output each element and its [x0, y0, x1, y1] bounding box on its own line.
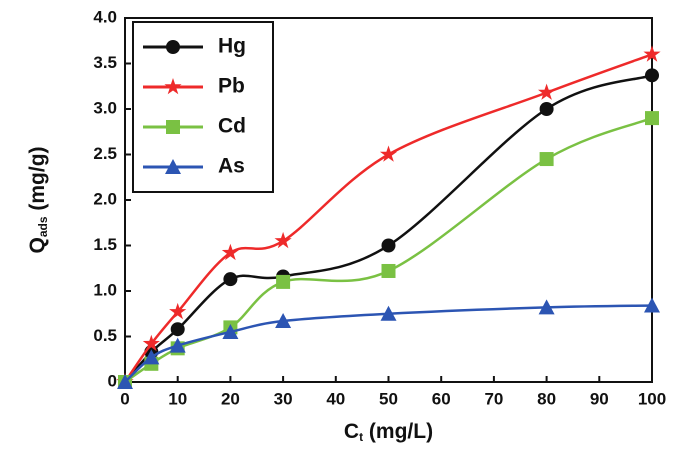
y-tick-label: 2.5 — [93, 144, 117, 163]
x-tick-label: 70 — [484, 389, 503, 408]
legend-label: Hg — [218, 35, 246, 58]
marker — [275, 313, 292, 329]
marker — [170, 322, 185, 337]
marker — [381, 238, 396, 253]
marker — [539, 102, 554, 116]
x-tick-label: 40 — [326, 389, 345, 408]
x-tick-label: 20 — [221, 389, 240, 408]
x-tick-label: 30 — [274, 389, 293, 408]
y-tick-label: 1.0 — [93, 280, 117, 299]
marker — [169, 337, 186, 353]
marker — [538, 83, 556, 100]
legend-label: As — [218, 155, 245, 178]
marker — [645, 111, 659, 126]
x-axis-label: Ct (mg/L) — [344, 420, 433, 445]
marker — [644, 297, 660, 313]
y-tick-label: 0.5 — [93, 326, 117, 345]
x-tick-label: 60 — [432, 389, 451, 408]
y-axis-label-part: (mg/g) — [26, 146, 49, 216]
x-axis-label-part: t — [359, 430, 363, 444]
legend-box — [132, 21, 274, 193]
marker — [221, 243, 239, 261]
marker — [643, 45, 661, 62]
legend-marker — [166, 40, 180, 54]
y-axis-label: Qads (mg/g) — [26, 146, 51, 253]
marker — [276, 274, 291, 289]
y-tick-label: 2.0 — [93, 189, 117, 208]
marker — [538, 299, 555, 315]
y-tick-label: 3.0 — [93, 98, 117, 117]
marker — [142, 334, 160, 352]
x-axis-label-part: C — [344, 420, 359, 443]
marker — [645, 68, 659, 83]
legend-label: Pb — [218, 75, 245, 98]
marker — [117, 374, 133, 389]
marker — [380, 305, 397, 321]
x-axis-label-part: (mg/L) — [363, 420, 433, 443]
y-tick-label: 3.5 — [93, 53, 117, 72]
legend-marker — [164, 78, 182, 95]
legend-marker — [165, 159, 181, 174]
legend-label: Cd — [218, 115, 246, 138]
y-tick-label: 0 — [108, 371, 117, 390]
x-tick-label: 80 — [537, 389, 556, 408]
legend-marker — [166, 120, 180, 134]
x-tick-label: 100 — [638, 389, 666, 408]
marker — [379, 145, 398, 162]
marker — [169, 302, 187, 320]
x-tick-label: 10 — [168, 389, 187, 408]
x-tick-label: 0 — [120, 389, 129, 408]
marker — [222, 323, 239, 339]
marker — [143, 349, 160, 365]
y-tick-label: 1.5 — [93, 235, 117, 254]
x-tick-label: 90 — [590, 389, 609, 408]
marker — [274, 231, 292, 249]
x-tick-label: 50 — [379, 389, 398, 408]
marker — [539, 152, 554, 167]
marker — [381, 263, 396, 278]
y-tick-label: 4.0 — [93, 7, 117, 26]
y-axis-label-part: Q — [26, 237, 49, 253]
marker — [223, 272, 238, 287]
y-axis-label-part: ads — [36, 216, 50, 237]
